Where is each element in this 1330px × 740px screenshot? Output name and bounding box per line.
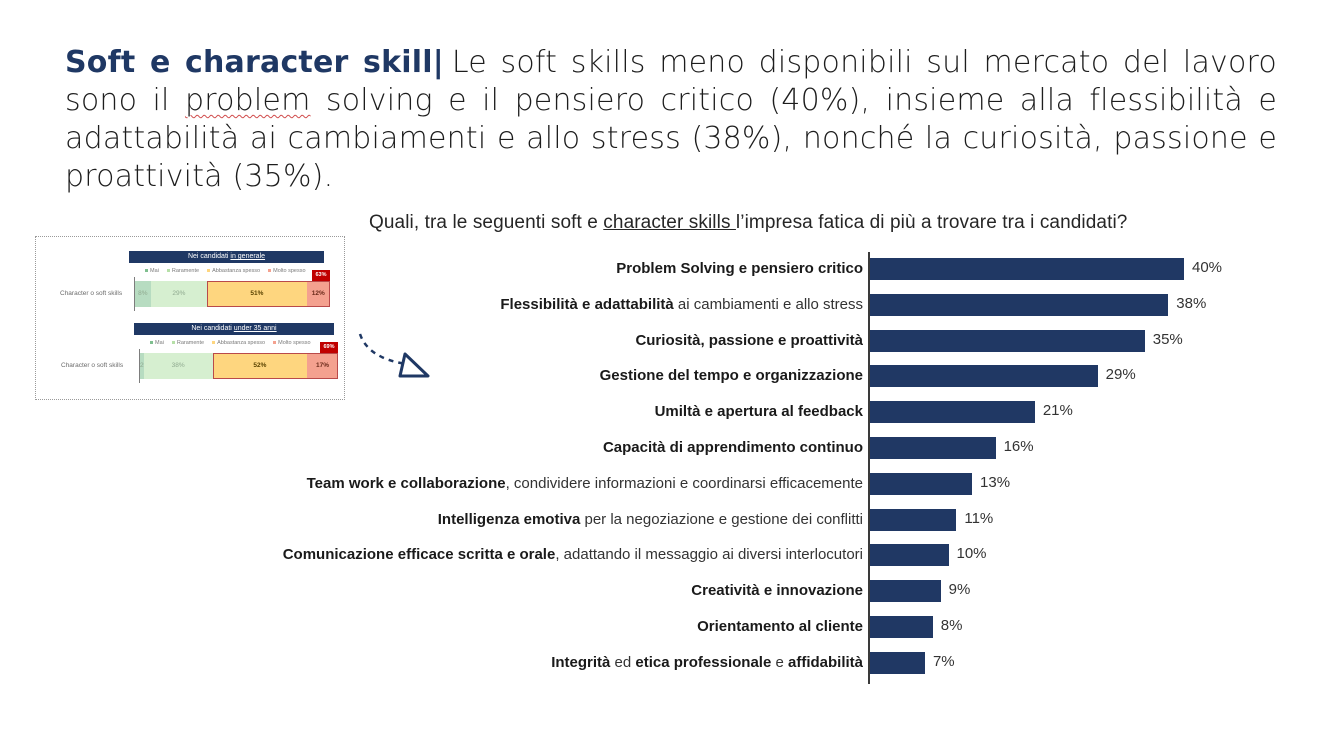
bar-value-label: 35% — [1152, 330, 1183, 348]
inset-axis — [139, 349, 140, 383]
bar-label: Umiltà e apertura al feedback — [654, 403, 863, 421]
bar — [870, 258, 1184, 280]
bar — [870, 437, 996, 459]
inset-segment-mai: 8% — [135, 281, 151, 307]
bar — [870, 472, 973, 495]
chart-y-axis — [868, 252, 870, 684]
bar-value-label: 16% — [1003, 438, 1034, 455]
bar-row: Creatività e innovazione 9% — [0, 580, 1330, 603]
headline-lead: Soft e character skill — [65, 45, 433, 80]
bar-value-label: 9% — [948, 581, 971, 599]
inset-stacked-bar: 8% 29% 51% 12% — [135, 281, 330, 307]
bar — [870, 329, 1145, 352]
dashed-arrow-icon — [358, 333, 430, 378]
headline: Soft e character skill| Le soft skills me… — [65, 44, 1277, 196]
inset-banner: Nei candidati in generale — [129, 251, 324, 263]
inset-segment-abb: 52% — [212, 353, 308, 379]
bar-row: Capacità di apprendimento continuo 16% — [0, 437, 1330, 459]
bar-row: Comunicazione efficace scritta e orale, … — [0, 544, 1330, 567]
bar-value-label: 13% — [980, 473, 1011, 491]
bar — [870, 651, 925, 674]
headline-text-2: solving e il pensiero critico (40%), ins… — [65, 83, 1277, 194]
bar-label: Problem Solving e pensiero critico — [616, 260, 863, 277]
question-text-2: l’impresa fatica di più a trovare tra i … — [735, 212, 1128, 233]
bar-value-label: 7% — [932, 652, 955, 670]
inset-segment-mai: 2% — [140, 353, 144, 379]
bar-value-label: 21% — [1042, 402, 1073, 420]
inset-legend: Mai Raramente Abbastanza spesso Molto spess… — [150, 340, 319, 346]
bar-row: Gestione del tempo e organizzazione 29% — [0, 365, 1330, 388]
inset-row-label: Character o soft skills — [60, 290, 123, 297]
headline-separator: | — [432, 45, 444, 80]
bar-label: Orientamento al cliente — [697, 618, 863, 635]
bar-row: Orientamento al cliente 8% — [0, 616, 1330, 638]
bar-row: Integrità ed etica professionale e affid… — [0, 651, 1330, 674]
bar — [870, 508, 957, 531]
inset-highlight-box — [212, 353, 338, 379]
bar-label: Creatività e innovazione — [691, 582, 863, 600]
bar-value-label: 10% — [956, 545, 987, 563]
bar — [870, 544, 949, 567]
bar-label: Curiosità, passione e proattività — [635, 331, 863, 349]
bar-row: Curiosità, passione e proattività 35% — [0, 329, 1330, 352]
bar-value-label: 40% — [1192, 259, 1223, 276]
inset-stacked-chart: Nei candidati in generale Mai Raramente Abb… — [35, 236, 345, 400]
bar-value-label: 8% — [940, 617, 963, 634]
bar-row: Intelligenza emotiva per la negoziazione… — [0, 508, 1330, 531]
bar-row: Umiltà e apertura al feedback 21% — [0, 401, 1330, 424]
bar — [870, 365, 1098, 388]
inset-segment-abb: 51% — [207, 281, 307, 307]
bar-value-label: 38% — [1176, 294, 1207, 312]
inset-total-badge: 69% — [320, 342, 338, 353]
inset-legend: Mai Raramente Abbastanza spesso Molto spess… — [145, 268, 314, 274]
bar — [870, 401, 1035, 424]
bar-label: Comunicazione efficace scritta e orale, … — [282, 546, 863, 564]
inset-segment-mol: 12% — [306, 281, 330, 307]
inset-highlight-box — [207, 281, 330, 307]
bar — [870, 580, 941, 603]
chart-question: Quali, tra le seguenti soft e character … — [369, 212, 1127, 234]
inset-segment-mol: 17% — [307, 353, 338, 379]
bar-label: Intelligenza emotiva per la negoziazione… — [437, 510, 863, 528]
bar-label: Gestione del tempo e organizzazione — [599, 367, 863, 385]
bar-label: Integrità ed etica professionale e affid… — [551, 653, 863, 671]
inset-segment-rar: 38% — [143, 353, 213, 379]
bar-label: Team work e collaborazione, condividere … — [306, 474, 863, 492]
question-text-1: Quali, tra le seguenti soft e — [369, 212, 604, 233]
question-underlined: character skills — [603, 212, 736, 233]
bar-row: Flessibilità e adattabilità ai cambiamen… — [0, 293, 1330, 316]
bar-value-label: 11% — [964, 509, 994, 527]
inset-axis — [134, 277, 135, 311]
bar — [870, 616, 933, 638]
headline-text-1: Le soft skills meno disponibili sul merc… — [65, 45, 1277, 118]
bar-row: Problem Solving e pensiero critico 40% — [0, 258, 1330, 280]
bar-label: Flessibilità e adattabilità ai cambiamen… — [500, 295, 863, 313]
headline-spellcheck-word: problem — [184, 83, 311, 118]
inset-total-badge: 63% — [312, 270, 330, 281]
bar — [870, 293, 1169, 316]
inset-banner: Nei candidati under 35 anni — [134, 323, 334, 335]
bar-value-label: 29% — [1105, 366, 1136, 384]
bar-row: Team work e collaborazione, condividere … — [0, 472, 1330, 495]
inset-stacked-bar: 2%38%52%17% — [140, 353, 338, 379]
inset-row-label: Character o soft skills — [61, 362, 124, 369]
inset-segment-rar: 29% — [150, 281, 208, 307]
bar-label: Capacità di apprendimento continuo — [602, 439, 863, 456]
